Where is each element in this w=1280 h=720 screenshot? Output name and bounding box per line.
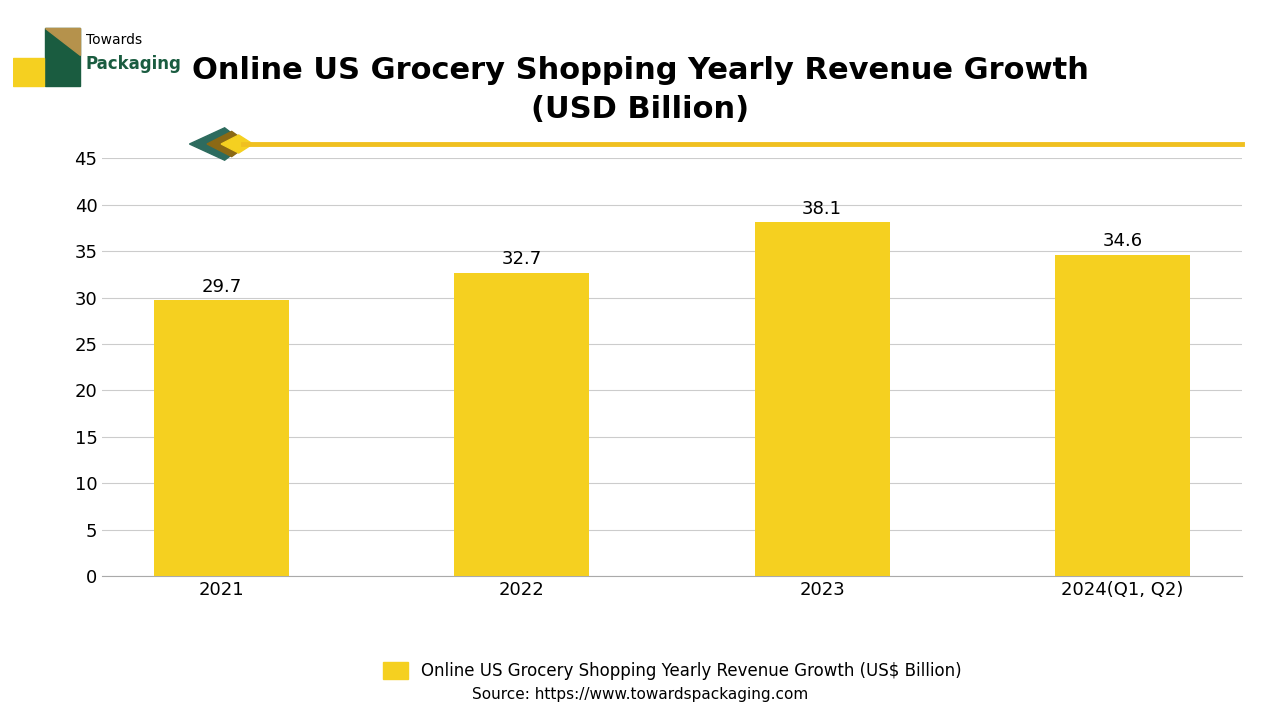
Text: 38.1: 38.1 (803, 199, 842, 217)
Text: 32.7: 32.7 (502, 250, 541, 268)
Text: Towards: Towards (86, 32, 142, 47)
Bar (754, 222, 890, 576)
Bar (46, 28, 79, 86)
Polygon shape (46, 28, 81, 55)
Polygon shape (207, 131, 250, 157)
Text: 29.7: 29.7 (201, 278, 242, 296)
Polygon shape (189, 127, 246, 161)
Bar (154, 300, 289, 576)
Text: Online US Grocery Shopping Yearly Revenue Growth
(USD Billion): Online US Grocery Shopping Yearly Revenu… (192, 56, 1088, 124)
Polygon shape (221, 135, 253, 153)
Text: 34.6: 34.6 (1102, 233, 1142, 251)
Bar (1055, 255, 1190, 576)
Text: Packaging: Packaging (86, 55, 182, 73)
Bar (13, 58, 44, 86)
Text: Source: https://www.towardspackaging.com: Source: https://www.towardspackaging.com (472, 688, 808, 702)
Bar (454, 273, 590, 576)
Legend: Online US Grocery Shopping Yearly Revenue Growth (US$ Billion): Online US Grocery Shopping Yearly Revenu… (376, 655, 968, 687)
